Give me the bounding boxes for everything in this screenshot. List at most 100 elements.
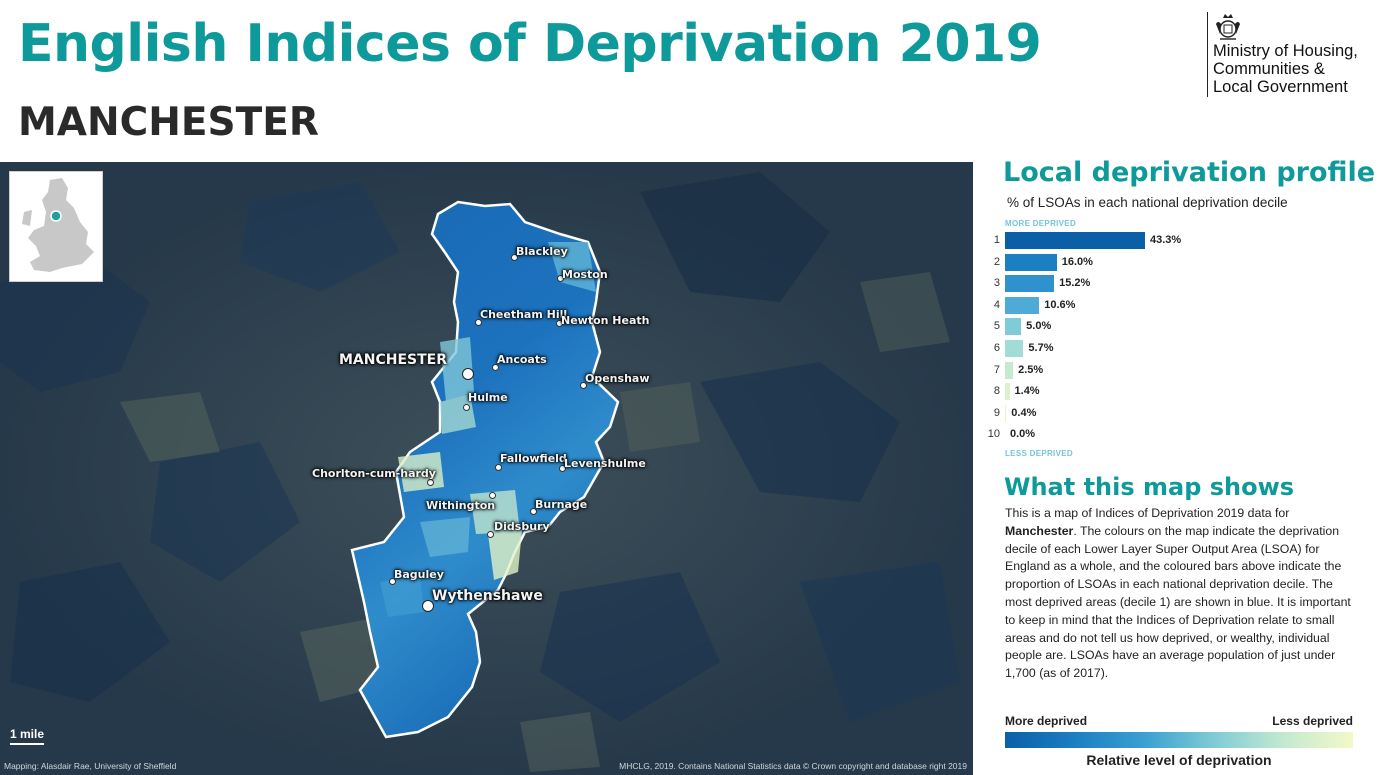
place-marker — [530, 508, 537, 515]
bar-value-label: 10.6% — [1044, 298, 1076, 311]
place-label-withington: Withington — [426, 499, 496, 512]
more-deprived-tag: MORE DEPRIVED — [1005, 219, 1077, 228]
place-marker — [580, 382, 587, 389]
bar-decile-label: 5 — [993, 320, 1000, 333]
bar-row: 9 0.4% — [973, 404, 1379, 424]
ministry-logo: Ministry of Housing, Communities & Local… — [1207, 12, 1375, 100]
bar-row: 8 1.4% — [973, 382, 1379, 402]
legend-more-label: More deprived — [1005, 714, 1088, 728]
place-marker — [492, 364, 499, 371]
scale-bar-label: 1 mile — [10, 727, 45, 741]
place-marker — [427, 479, 434, 486]
bar-decile-label: 6 — [993, 342, 1000, 354]
ministry-name: Ministry of Housing, Communities & Local… — [1213, 42, 1358, 96]
place-marker-town — [422, 600, 434, 612]
legend-less-label: Less deprived — [1272, 714, 1353, 728]
bar-decile-label: 9 — [993, 406, 1000, 419]
bar-decile-4 — [1005, 296, 1040, 314]
place-marker — [487, 531, 494, 538]
map-background — [0, 162, 973, 775]
bar-decile-2 — [1005, 253, 1057, 271]
bar-row: 6 5.7% — [973, 339, 1379, 359]
place-label-newton-heath: Newton Heath — [561, 314, 650, 327]
legend-gradient — [1005, 732, 1353, 748]
place-label-burnage: Burnage — [535, 498, 588, 511]
place-marker — [475, 319, 482, 326]
bar-value-label: 0.4% — [1011, 406, 1037, 419]
bar-decile-label: 3 — [993, 277, 1000, 290]
bar-value-label: 43.3% — [1150, 234, 1182, 246]
bar-value-label: 15.2% — [1059, 277, 1091, 290]
info-title: What this map shows — [1004, 473, 1295, 501]
bar-decile-5 — [1005, 318, 1022, 336]
uk-locator-inset — [9, 171, 103, 282]
ministry-name-line: Communities & — [1213, 60, 1325, 78]
scale-bar — [10, 743, 44, 745]
place-label-hulme: Hulme — [468, 391, 508, 404]
data-copyright: MHCLG, 2019. Contains National Statistic… — [619, 761, 967, 771]
place-label-openshaw: Openshaw — [585, 372, 650, 385]
place-label-fallowfield: Fallowfield — [500, 452, 567, 465]
place-label-manchester: MANCHESTER — [339, 352, 448, 368]
place-label-didsbury: Didsbury — [494, 520, 550, 533]
bar-value-label: 5.7% — [1028, 342, 1054, 354]
info-text: This is a map of Indices of Deprivation … — [1005, 506, 1290, 520]
royal-crest-icon — [1216, 14, 1240, 40]
ministry-name-line: Ministry of Housing, — [1213, 42, 1358, 60]
bar-decile-label: 8 — [993, 385, 1000, 398]
logo-divider — [1207, 12, 1208, 97]
place-marker — [495, 464, 502, 471]
bar-row: 5 5.0% — [973, 317, 1379, 337]
bar-decile-label: 10 — [987, 428, 1000, 441]
bar-decile-3 — [1005, 275, 1055, 293]
profile-subtitle: % of LSOAs in each national deprivation … — [1007, 195, 1288, 210]
bar-decile-label: 2 — [993, 255, 1000, 268]
map-credit: Mapping: Alasdair Rae, University of She… — [4, 761, 177, 771]
place-label-moston: Moston — [562, 268, 608, 281]
bar-decile-6 — [1005, 340, 1024, 357]
info-paragraph: This is a map of Indices of Deprivation … — [1005, 505, 1355, 683]
bar-value-label: 1.4% — [1014, 385, 1040, 398]
bar-row: 10 0.0% — [973, 425, 1379, 445]
bar-decile-8 — [1005, 383, 1010, 401]
side-panel: Local deprivation profile % of LSOAs in … — [973, 157, 1379, 775]
place-label-levenshulme: Levenshulme — [564, 457, 646, 470]
place-marker-city — [462, 368, 474, 380]
place-label-ancoats: Ancoats — [497, 353, 547, 366]
england-outline-icon — [22, 178, 94, 272]
bar-decile-label: 4 — [993, 298, 1000, 311]
bar-decile-label: 1 — [993, 234, 1000, 246]
bar-value-label: 5.0% — [1026, 320, 1052, 333]
place-marker — [511, 254, 518, 261]
place-label-wythenshawe: Wythenshawe — [432, 588, 543, 604]
bar-value-label: 16.0% — [1061, 255, 1093, 268]
bar-decile-1 — [1005, 232, 1145, 249]
bar-row: 1 43.3% — [973, 231, 1379, 251]
bar-value-label: 0.0% — [1010, 428, 1036, 441]
place-label-cheetham-hill: Cheetham Hill — [480, 308, 568, 321]
bar-decile-7 — [1005, 361, 1014, 379]
less-deprived-tag: LESS DEPRIVED — [1005, 449, 1073, 458]
place-marker — [489, 492, 496, 499]
bar-decile-label: 7 — [993, 363, 1000, 376]
place-marker — [389, 578, 396, 585]
bar-row: 4 10.6% — [973, 296, 1379, 316]
bar-row: 3 15.2% — [973, 274, 1379, 294]
area-name: MANCHESTER — [18, 100, 319, 145]
place-marker — [559, 465, 566, 472]
deprivation-map[interactable]: Blackley Moston Cheetham Hill Newton Hea… — [0, 162, 973, 775]
place-marker — [463, 404, 470, 411]
place-label-chorlton-cum-hardy: Chorlton-cum-hardy — [312, 467, 436, 480]
place-label-baguley: Baguley — [394, 568, 444, 581]
profile-title: Local deprivation profile — [1003, 157, 1376, 188]
place-marker — [557, 275, 564, 282]
bar-row: 2 16.0% — [973, 253, 1379, 273]
place-marker — [556, 320, 563, 327]
info-text: . The colours on the map indicate the de… — [1005, 523, 1351, 681]
ministry-name-line: Local Government — [1213, 78, 1348, 96]
place-label-blackley: Blackley — [516, 245, 568, 258]
info-area-name: Manchester — [1005, 523, 1074, 538]
bar-value-label: 2.5% — [1018, 363, 1044, 376]
legend-caption: Relative level of deprivation — [1086, 752, 1272, 768]
bar-row: 7 2.5% — [973, 361, 1379, 381]
